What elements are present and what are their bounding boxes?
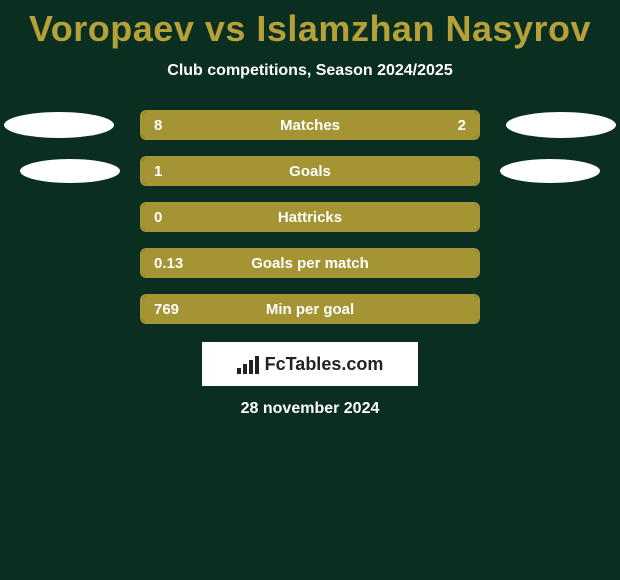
page-title: Voropaev vs Islamzhan Nasyrov [0, 0, 620, 50]
stat-value-right: 2 [458, 117, 466, 134]
stat-label: Goals per match [251, 255, 369, 272]
stats-container: 8 2 Matches 1 Goals 0 Hattricks 0.13 Goals per m… [0, 110, 620, 324]
stat-value-left: 0.13 [154, 255, 183, 272]
stat-bar: 769 Min per goal [140, 294, 480, 324]
stat-label: Hattricks [278, 209, 342, 226]
brand-box: FcTables.com [202, 342, 418, 386]
stat-value-left: 0 [154, 209, 162, 226]
stat-row: 0.13 Goals per match [0, 248, 620, 278]
date-label: 28 november 2024 [0, 400, 620, 418]
stat-value-left: 8 [154, 117, 162, 134]
stat-label: Min per goal [266, 301, 354, 318]
stat-value-left: 1 [154, 163, 162, 180]
stat-bar: 0.13 Goals per match [140, 248, 480, 278]
team-left-ellipse [4, 112, 114, 138]
stat-row: 8 2 Matches [0, 110, 620, 140]
stat-bar: 0 Hattricks [140, 202, 480, 232]
brand-text: FcTables.com [265, 354, 384, 375]
stat-row: 0 Hattricks [0, 202, 620, 232]
stat-bar: 8 2 Matches [140, 110, 480, 140]
subtitle: Club competitions, Season 2024/2025 [0, 62, 620, 80]
team-right-ellipse [506, 112, 616, 138]
stat-row: 769 Min per goal [0, 294, 620, 324]
stat-row: 1 Goals [0, 156, 620, 186]
team-left-ellipse [20, 159, 120, 183]
bar-right-fill [411, 112, 478, 138]
bar-left-fill [142, 112, 411, 138]
stat-bar: 1 Goals [140, 156, 480, 186]
team-right-ellipse [500, 159, 600, 183]
stat-value-left: 769 [154, 301, 179, 318]
stat-label: Goals [289, 163, 331, 180]
stat-label: Matches [280, 117, 340, 134]
bar-chart-icon [237, 354, 259, 374]
